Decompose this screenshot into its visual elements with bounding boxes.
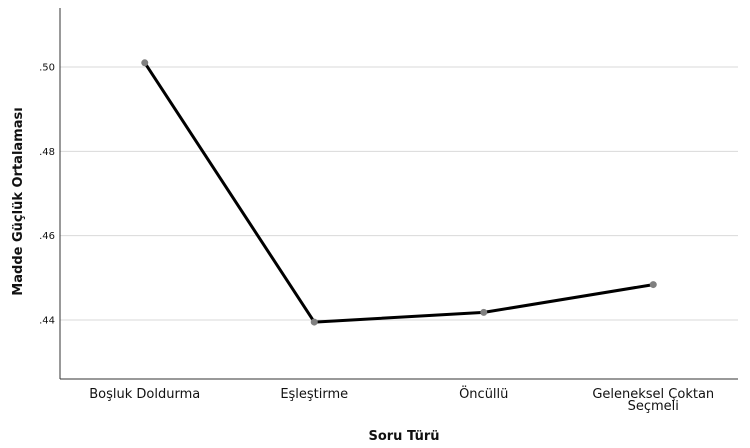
data-point [649, 281, 657, 289]
data-point [480, 308, 488, 316]
y-tick-label: .46 [39, 231, 55, 242]
x-tick-label: Boşluk Doldurma [89, 387, 200, 402]
x-axis-title: Soru Türü [368, 429, 439, 444]
x-tick-label: Öncüllü [459, 385, 508, 402]
series-line [143, 61, 655, 324]
x-tick-label: Eşleştirme [280, 387, 348, 402]
data-point [141, 59, 149, 67]
x-tick-labels: Boşluk Doldurma Eşleştirme Öncüllü Geleneks… [89, 385, 714, 414]
x-tick-label: Geleneksel Çoktan Seçmeli [592, 387, 714, 414]
y-tick-label: .44 [39, 315, 55, 326]
y-tick-label: .48 [39, 147, 55, 158]
y-tick-label: .50 [39, 63, 55, 74]
y-axis-title: Madde Güçlük Ortalaması [11, 107, 26, 295]
data-series [141, 59, 657, 326]
data-point [310, 318, 318, 326]
gridlines [60, 66, 738, 321]
y-tick-labels: .44 .46 .48 .50 [39, 63, 55, 327]
